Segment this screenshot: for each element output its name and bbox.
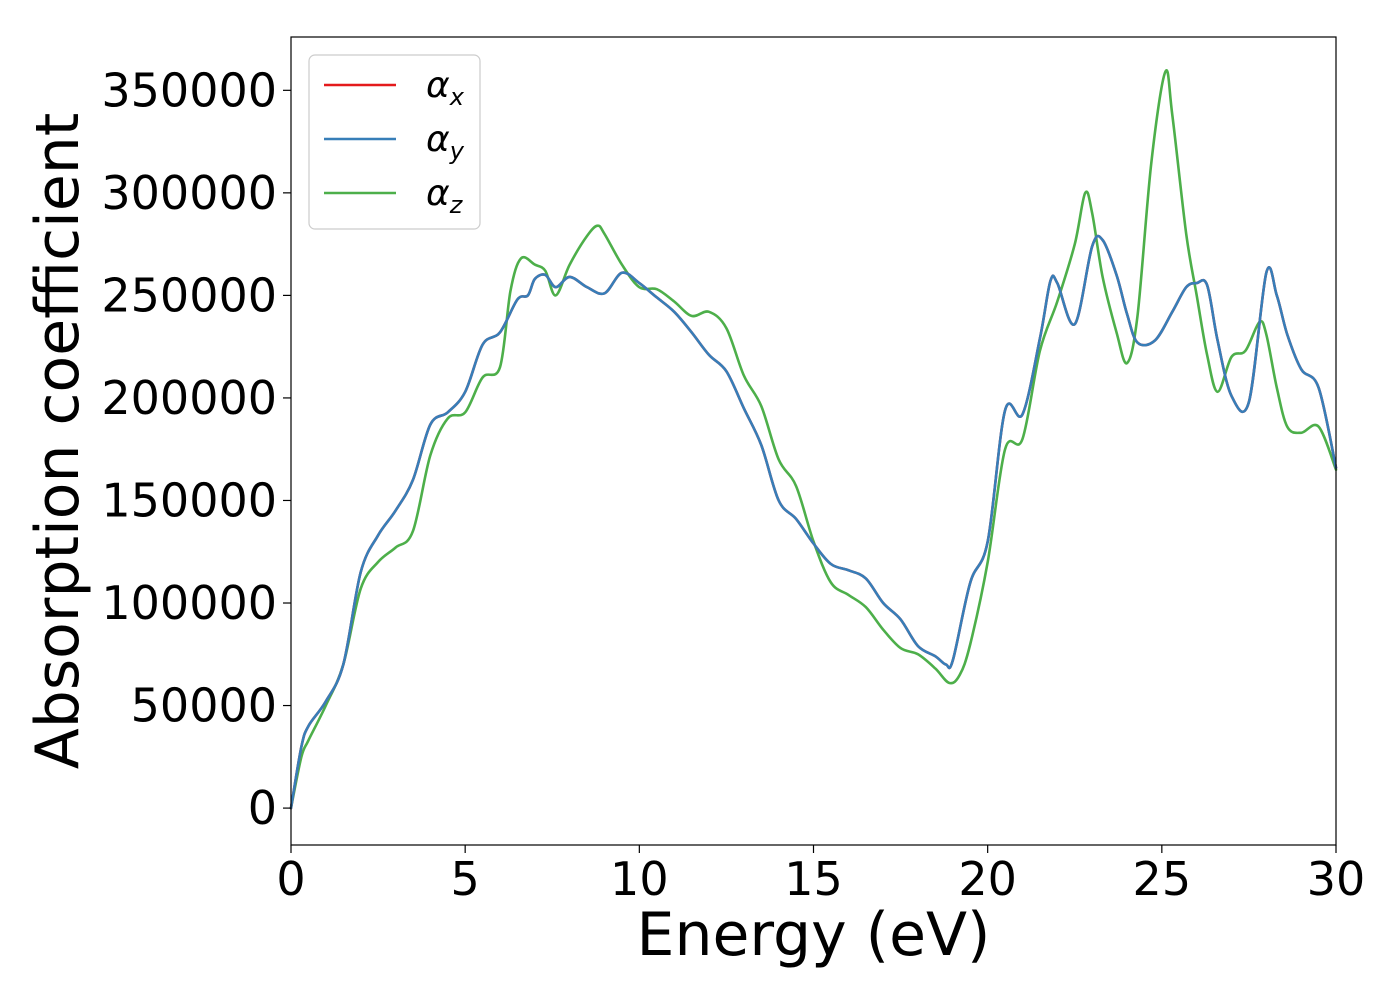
x-tick-label: 25 <box>1133 852 1192 906</box>
y-tick-label: 200000 <box>101 371 277 425</box>
series-line-y <box>289 234 1338 810</box>
x-tick-label: 5 <box>451 852 480 906</box>
legend-label-x: αx <box>426 65 465 111</box>
y-tick-label: 350000 <box>101 63 277 117</box>
x-axis: 0 5 10 15 20 25 30 <box>276 845 1365 906</box>
y-axis: 0 50000 100000 150000 200000 250000 300000 3500… <box>101 63 291 835</box>
legend-label-z: αz <box>426 173 464 219</box>
x-tick-label: 15 <box>784 852 843 906</box>
y-tick-label: 150000 <box>101 473 277 527</box>
series-line-z <box>289 69 1338 810</box>
x-tick-label: 20 <box>958 852 1017 906</box>
y-tick-label: 300000 <box>101 166 277 220</box>
y-tick-label: 100000 <box>101 576 277 630</box>
x-tick-label: 0 <box>276 852 305 906</box>
x-tick-label: 10 <box>610 852 669 906</box>
legend-box <box>308 54 481 230</box>
legend: αx αy αz <box>308 54 481 230</box>
legend-label-y: αy <box>426 119 465 165</box>
series-layer <box>289 69 1338 810</box>
y-tick-label: 0 <box>248 781 277 835</box>
y-tick-label: 250000 <box>101 268 277 322</box>
y-axis-title: Absorption coefficient <box>23 113 93 770</box>
series-line-x <box>289 234 1338 810</box>
x-axis-title: Energy (eV) <box>637 900 991 970</box>
x-tick-label: 30 <box>1307 852 1366 906</box>
y-tick-label: 50000 <box>131 679 277 733</box>
